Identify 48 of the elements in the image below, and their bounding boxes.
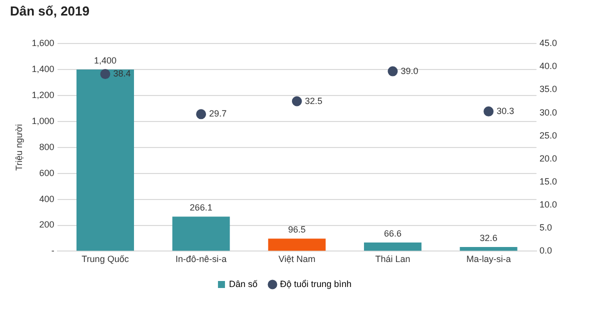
y-tick-label: 1,400 <box>32 64 54 74</box>
y-tick-label: 1,600 <box>32 38 54 48</box>
data-label: 266.1 <box>190 202 212 213</box>
x-tick-label: Việt Nam <box>278 254 316 264</box>
y-tick-label: 1,000 <box>32 116 54 126</box>
y2-tick-label: 0.0 <box>539 246 552 256</box>
y2-tick-label: 10.0 <box>539 200 558 210</box>
data-label: 96.5 <box>288 224 306 235</box>
data-label: 29.7 <box>209 108 227 119</box>
bar <box>460 246 518 251</box>
bar <box>364 242 422 251</box>
y2-tick-label: 30.0 <box>539 107 558 118</box>
x-tick-label: Trung Quốc <box>82 254 130 264</box>
y-tick-label: 200 <box>39 220 54 230</box>
y-tick-label: - <box>51 246 54 256</box>
point <box>484 106 494 116</box>
bar <box>76 70 134 251</box>
y-tick-label: 400 <box>39 194 54 204</box>
y2-tick-label: 15.0 <box>539 176 558 186</box>
point <box>196 109 206 120</box>
y-tick-label: 800 <box>39 142 54 152</box>
y2-tick-label: 35.0 <box>539 84 558 94</box>
point <box>100 69 110 80</box>
y-tick-label: 600 <box>39 168 54 178</box>
data-label: 1,400 <box>94 56 117 66</box>
chart-title: Dân số, 2019 <box>10 3 90 18</box>
point <box>292 96 302 106</box>
data-label: 32.6 <box>480 232 498 243</box>
bar <box>268 238 326 251</box>
y-tick-label: 1,200 <box>32 90 54 100</box>
x-tick-label: Thái Lan <box>375 254 410 264</box>
data-label: 32.5 <box>304 96 322 106</box>
legend-label: Dân số <box>228 278 258 289</box>
x-tick-label: Ma-lay-si-a <box>466 254 511 264</box>
data-label: 30.3 <box>496 106 514 116</box>
x-tick-label: In-đô-nê-si-a <box>176 254 227 264</box>
data-label: 66.6 <box>384 228 402 239</box>
y2-tick-label: 40.0 <box>539 61 558 72</box>
y-axis-title: Triệu người <box>14 124 24 171</box>
legend-label: Độ tuổi trung bình <box>280 278 352 289</box>
y2-tick-label: 25.0 <box>539 130 558 140</box>
y2-tick-label: 5.0 <box>539 222 552 233</box>
data-label: 39.0 <box>400 66 418 76</box>
data-label: 38.4 <box>113 68 131 79</box>
bar <box>172 216 230 251</box>
point <box>388 66 398 76</box>
y2-tick-label: 20.0 <box>539 153 558 164</box>
y2-tick-label: 45.0 <box>539 38 558 48</box>
